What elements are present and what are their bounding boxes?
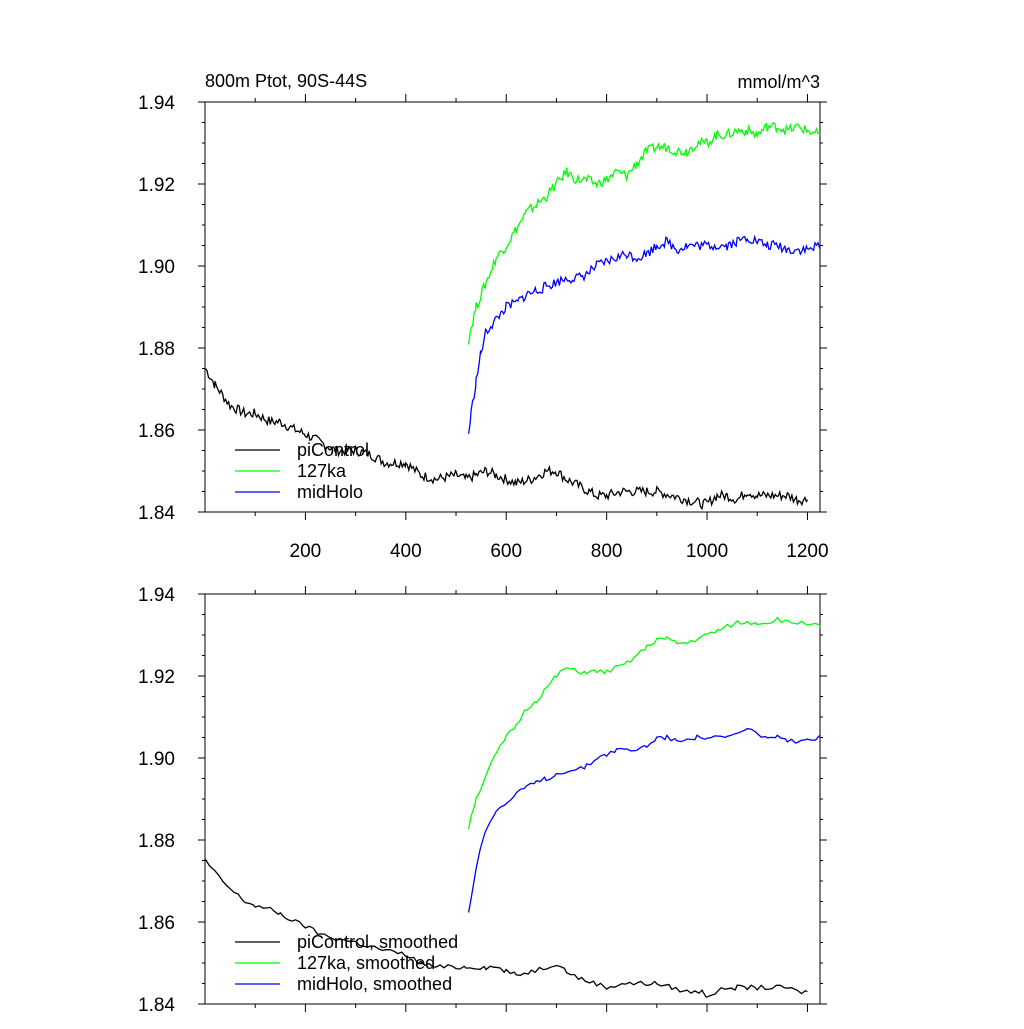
series-line-picontrol bbox=[204, 368, 808, 511]
y-tick-label: 1.90 bbox=[138, 257, 175, 278]
series-line-127ka-smoothed bbox=[467, 616, 821, 830]
y-tick-label: 1.92 bbox=[138, 667, 175, 688]
y-tick-label: 1.86 bbox=[138, 421, 175, 442]
chart-panel-2: 1.84 1.86 1.88 1.90 1.92 1.94 piControl, smoot… bbox=[138, 585, 827, 1016]
x-tick-label: 200 bbox=[290, 541, 322, 562]
units-label: mmol/m^3 bbox=[738, 72, 820, 92]
y-tick-label: 1.86 bbox=[138, 913, 175, 934]
y-tick-label: 1.92 bbox=[138, 175, 175, 196]
y-tick-label: 1.94 bbox=[138, 93, 175, 114]
chart-panel-1: 1.84 1.86 1.88 1.90 1.92 1.94 200 400 600 800 1000… bbox=[138, 71, 829, 562]
x-tick-label: 1200 bbox=[786, 541, 828, 562]
legend-label: 127ka, smoothed bbox=[297, 953, 435, 973]
legend-label: piControl bbox=[297, 440, 369, 460]
series-line-127ka bbox=[467, 121, 821, 345]
x-tick-label: 600 bbox=[490, 541, 522, 562]
y-tick-label: 1.88 bbox=[138, 339, 175, 360]
legend-label: midHolo, smoothed bbox=[297, 974, 452, 994]
x-tick-label: 400 bbox=[390, 541, 422, 562]
series-line-midholo-smoothed bbox=[467, 727, 821, 913]
y-tick-label: 1.94 bbox=[138, 585, 175, 606]
legend-label: 127ka bbox=[297, 461, 347, 481]
y-tick-label: 1.84 bbox=[138, 503, 175, 524]
y-tick-label: 1.88 bbox=[138, 831, 175, 852]
y-tick-label: 1.90 bbox=[138, 749, 175, 770]
x-tick-label: 1000 bbox=[686, 541, 728, 562]
legend-label: piControl, smoothed bbox=[297, 932, 458, 952]
y-tick-label: 1.84 bbox=[138, 995, 175, 1016]
legend-label: midHolo bbox=[297, 482, 363, 502]
x-tick-label: 800 bbox=[591, 541, 623, 562]
series-line-midholo bbox=[467, 234, 821, 434]
series-line-picontrol-smoothed bbox=[204, 859, 808, 998]
chart-title: 800m Ptot, 90S-44S bbox=[205, 71, 367, 91]
